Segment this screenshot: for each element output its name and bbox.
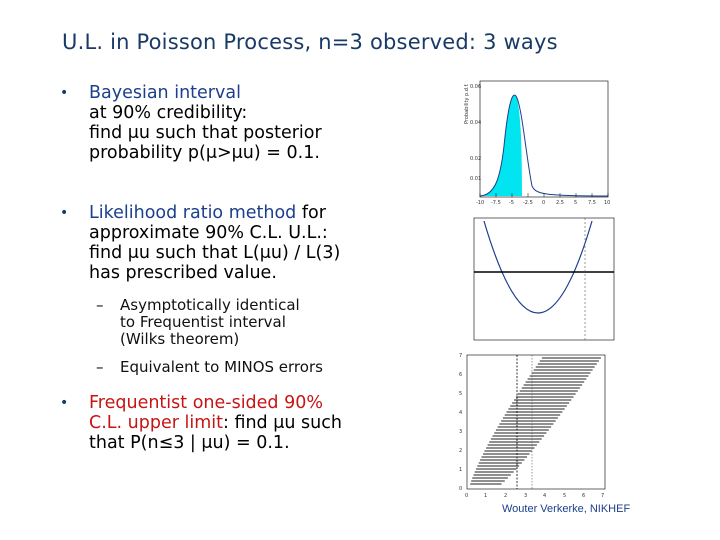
highlight-text: Likelihood ratio method — [89, 203, 297, 223]
bullet-frequentist: • Frequentist one-sided 90% C.L. upper l… — [60, 393, 342, 453]
sub-bullet-line: Asymptotically identical — [120, 296, 300, 314]
highlight-text: C.L. upper limit — [89, 413, 223, 433]
y-tick-label: 5 — [459, 391, 462, 397]
bullet-line: find μu such that L(μu) / L(3) — [89, 243, 341, 263]
plot-frame — [466, 354, 606, 490]
y-tick-label: 6 — [459, 372, 462, 378]
likelihood-curve — [483, 220, 593, 314]
bullet-dot-icon: • — [60, 205, 69, 221]
x-tick-label: 1 — [484, 493, 487, 499]
x-tick-label: -2.5 — [523, 200, 533, 206]
y-tick-label: 4 — [459, 410, 462, 416]
x-tick-label: 4 — [543, 493, 546, 499]
posterior-plot: Probability p.d.f. 0.06 0.04 0.02 0.01 -… — [464, 80, 610, 206]
x-tick-label: 0 — [542, 200, 545, 206]
sub-bullet-line: Equivalent to MINOS errors — [120, 358, 323, 376]
footer-author: Wouter Verkerke, NIKHEF — [502, 503, 631, 515]
bullet-line: C.L. upper limit: find μu such — [89, 413, 342, 433]
confidence-belt-plot: 7 6 5 4 3 2 1 0 0 1 2 3 4 5 6 7 — [459, 353, 606, 499]
bullet-line: approximate 90% C.L. U.L.: — [89, 223, 328, 243]
x-tick-label: -7.5 — [491, 200, 501, 206]
y-tick-label: 0.04 — [470, 120, 481, 126]
bullet-bayesian: • Bayesian interval at 90% credibility: … — [60, 83, 322, 163]
x-tick-label: 5 — [563, 493, 566, 499]
y-tick-label: 1 — [459, 467, 462, 473]
y-tick-label: 3 — [459, 429, 462, 435]
y-tick-label: 0.06 — [470, 84, 481, 90]
bullet-text: for — [296, 203, 326, 223]
y-tick-label: 2 — [459, 448, 462, 454]
bullet-line: probability p(μ>μu) = 0.1. — [89, 143, 320, 163]
plot-frame — [473, 217, 615, 341]
bullet-line: that P(n≤3 | μu) = 0.1. — [89, 433, 290, 453]
x-tick-label: -5 — [509, 200, 514, 206]
likelihood-ratio-plot — [473, 217, 615, 341]
y-tick-label: 7 — [459, 353, 462, 359]
y-axis-label: Probability p.d.f. — [464, 83, 470, 124]
bullet-text: : find μu such — [222, 413, 342, 433]
sub-bullet-line: to Frequentist interval — [120, 313, 286, 331]
bullet-line: at 90% credibility: — [89, 103, 248, 123]
credible-region-fill — [480, 95, 522, 196]
x-tick-label: 5 — [574, 200, 577, 206]
sub-bullet-wilks: – Asymptotically identical to Frequentis… — [96, 297, 300, 348]
y-tick-label: 0 — [459, 486, 462, 492]
belt-hatching — [470, 357, 601, 485]
x-tick-label: 0 — [465, 493, 468, 499]
bullet-line: Frequentist one-sided 90% — [89, 393, 323, 413]
sub-bullet-minos: – Equivalent to MINOS errors — [96, 359, 323, 376]
x-tick-label: 6 — [582, 493, 585, 499]
x-tick-label: 3 — [524, 493, 527, 499]
bullet-line: has prescribed value. — [89, 263, 277, 283]
y-tick-label: 0.02 — [470, 156, 481, 162]
sub-bullet-line: (Wilks theorem) — [120, 330, 240, 348]
x-ticks — [479, 193, 609, 197]
y-tick-label: 0.01 — [470, 176, 481, 182]
x-tick-label: 7 — [601, 493, 604, 499]
bullet-dot-icon: • — [60, 395, 69, 411]
bullet-dot-icon: • — [60, 85, 69, 101]
slide-title: U.L. in Poisson Process, n=3 observed: 3… — [62, 30, 558, 54]
pdf-curve — [479, 94, 609, 197]
x-tick-label: -10 — [476, 200, 484, 206]
bullet-likelihood: • Likelihood ratio method for approximat… — [60, 203, 340, 283]
x-tick-label: 2 — [504, 493, 507, 499]
bullet-line: find μu such that posterior — [89, 123, 322, 143]
bullet-line: Bayesian interval — [89, 83, 241, 103]
dash-icon: – — [96, 296, 104, 314]
x-tick-label: 7.5 — [588, 200, 596, 206]
dash-icon: – — [96, 358, 104, 376]
bullet-line: Likelihood ratio method for — [89, 203, 340, 223]
x-tick-label: 10 — [604, 200, 610, 206]
x-tick-label: 2.5 — [556, 200, 564, 206]
